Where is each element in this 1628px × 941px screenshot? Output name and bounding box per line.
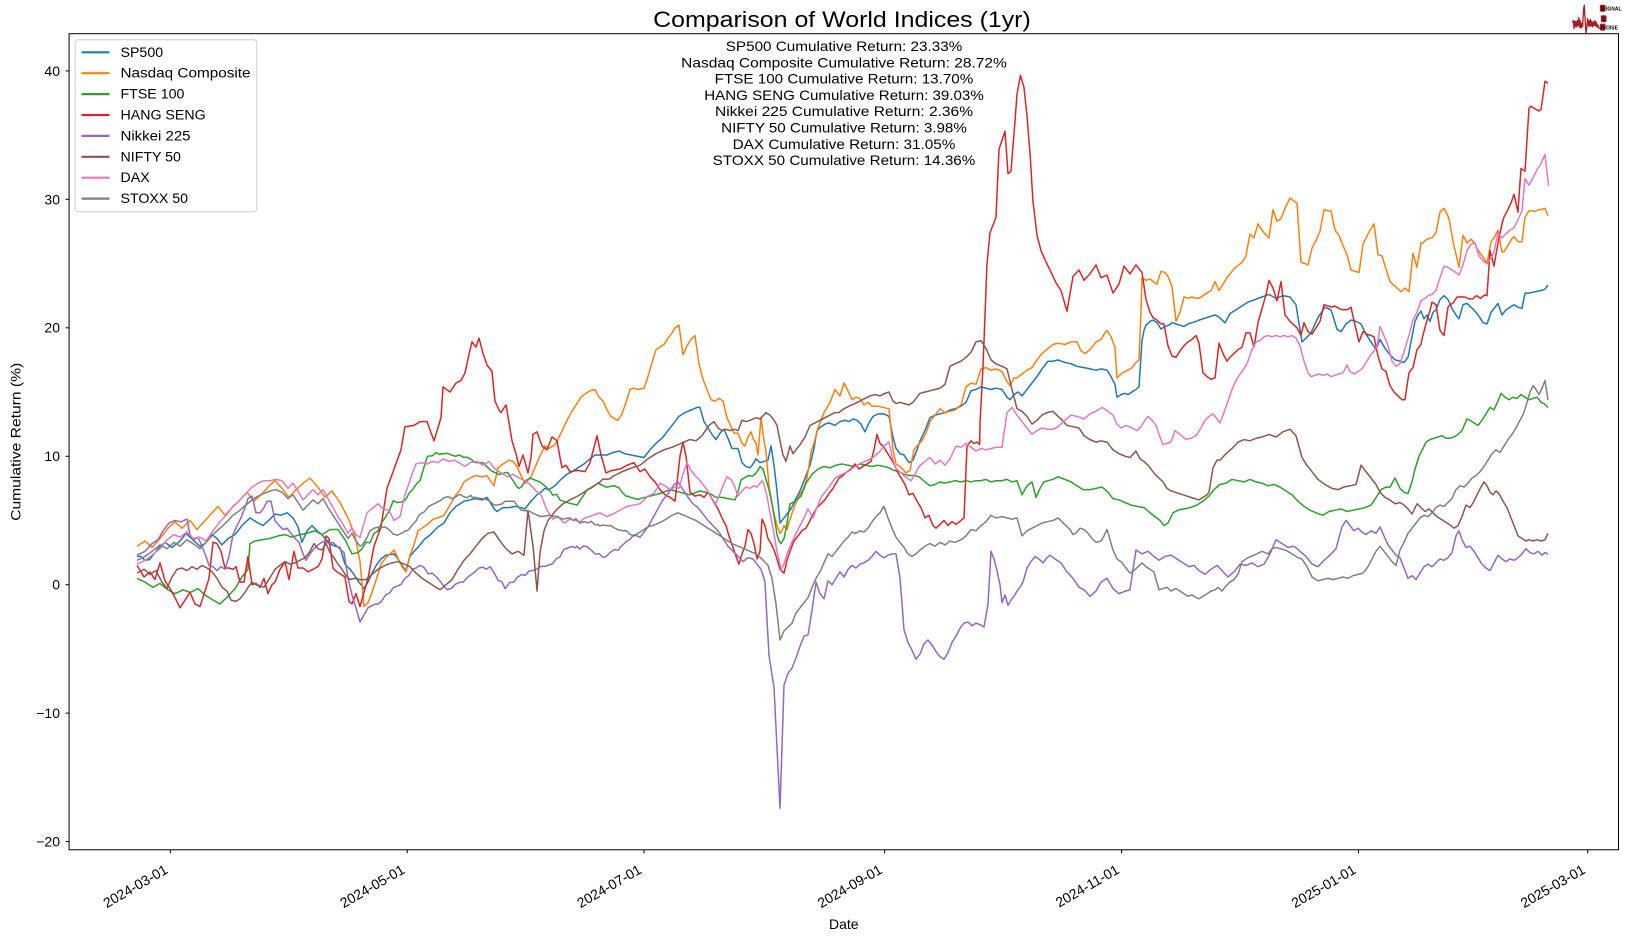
svg-text:STOXX 50: STOXX 50 (121, 191, 189, 207)
svg-text:SP500: SP500 (121, 45, 164, 61)
svg-text:Comparison of World Indices (1: Comparison of World Indices (1yr) (653, 7, 1031, 32)
svg-text:0: 0 (52, 577, 60, 593)
svg-text:Nasdaq Composite: Nasdaq Composite (121, 66, 251, 82)
svg-text:FTSE 100: FTSE 100 (121, 87, 185, 103)
svg-text:10: 10 (44, 448, 60, 464)
svg-text:20: 20 (44, 320, 60, 336)
svg-text:2024-07-01: 2024-07-01 (574, 861, 644, 911)
svg-text:40: 40 (44, 63, 60, 79)
svg-text:Date: Date (829, 916, 859, 932)
svg-text:−10: −10 (36, 705, 60, 721)
svg-text:N: N (1601, 25, 1605, 31)
svg-text:2024-03-01: 2024-03-01 (100, 861, 170, 911)
svg-text:2025-01-01: 2025-01-01 (1288, 861, 1358, 911)
svg-text:STOXX 50 Cumulative Return: 14: STOXX 50 Cumulative Return: 14.36% (713, 152, 976, 168)
svg-text:NIFTY 50: NIFTY 50 (121, 149, 182, 165)
svg-text:OISE: OISE (1606, 25, 1619, 31)
svg-text:2025-03-01: 2025-03-01 (1518, 861, 1588, 911)
svg-text:NIFTY 50 Cumulative Return: 3.: NIFTY 50 Cumulative Return: 3.98% (721, 120, 967, 136)
svg-text:Nikkei 225 Cumulative Return:: Nikkei 225 Cumulative Return: 2.36% (715, 103, 973, 119)
svg-text:DAX Cumulative Return: 31.05%: DAX Cumulative Return: 31.05% (733, 136, 956, 152)
svg-text:Cumulative Return (%): Cumulative Return (%) (8, 363, 24, 521)
svg-text:HANG SENG Cumulative Return: 3: HANG SENG Cumulative Return: 39.03% (704, 87, 984, 103)
svg-text:Nasdaq Composite Cumulative Re: Nasdaq Composite Cumulative Return: 28.7… (681, 54, 1007, 70)
svg-text:FTSE 100 Cumulative Return: 13: FTSE 100 Cumulative Return: 13.70% (715, 71, 974, 87)
svg-text:−20: −20 (36, 834, 60, 850)
svg-text:Nikkei 225: Nikkei 225 (121, 128, 191, 144)
svg-text:S: S (1601, 7, 1605, 13)
svg-text:DAX: DAX (121, 170, 151, 186)
svg-text:2024-05-01: 2024-05-01 (337, 861, 407, 911)
svg-text:2024-11-01: 2024-11-01 (1053, 861, 1122, 910)
svg-text:SP500 Cumulative Return: 23.33: SP500 Cumulative Return: 23.33% (726, 38, 963, 54)
svg-text:HANG SENG: HANG SENG (121, 108, 206, 124)
svg-text:2: 2 (1602, 17, 1606, 23)
svg-text:2024-09-01: 2024-09-01 (815, 861, 885, 911)
svg-text:30: 30 (44, 191, 60, 207)
svg-text:IGNAL: IGNAL (1606, 7, 1622, 13)
